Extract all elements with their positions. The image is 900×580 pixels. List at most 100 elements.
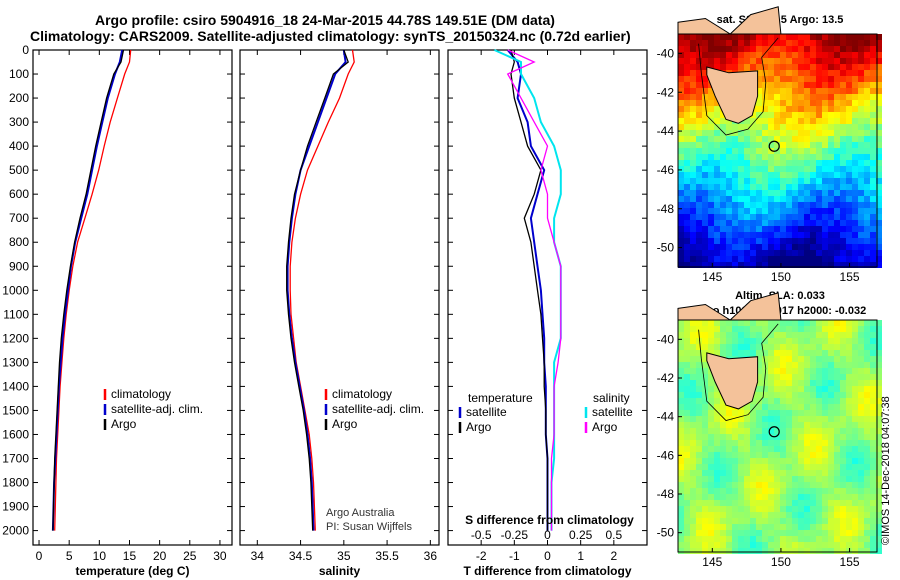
sst-map-cell — [852, 160, 858, 166]
salinity-series-argo — [286, 49, 349, 531]
sla-map-cell — [864, 440, 870, 446]
sst-map-cell — [708, 34, 714, 40]
sst-map-cell — [702, 106, 708, 112]
sst-map-cell — [786, 82, 792, 88]
sst-map-cell — [720, 160, 726, 166]
sst-map-cell — [768, 142, 774, 148]
sla-map-cell — [816, 374, 822, 380]
sla-map-cell — [834, 512, 840, 518]
sla-map-cell — [720, 464, 726, 470]
sla-map-cell — [714, 392, 720, 398]
sla-map-cell — [876, 428, 882, 434]
sst-map-cell — [804, 40, 810, 46]
sst-map-cell — [834, 256, 840, 262]
sla-map-cell — [846, 470, 852, 476]
sla-map-cell — [762, 506, 768, 512]
sla-map-cell — [750, 440, 756, 446]
sst-map-cell — [792, 148, 798, 154]
sst-map-cell — [708, 196, 714, 202]
sla-map-cell — [678, 326, 684, 332]
sst-map-cell — [816, 136, 822, 142]
sst-map-cell — [876, 70, 882, 76]
sst-map-ytick-label: -50 — [657, 241, 675, 255]
sla-map-cell — [744, 404, 750, 410]
sla-map-cell — [696, 356, 702, 362]
sla-map-cell — [762, 452, 768, 458]
sst-map-cell — [816, 88, 822, 94]
sla-map-cell — [804, 398, 810, 404]
sst-map-cell — [804, 184, 810, 190]
sla-map-cell — [762, 548, 768, 554]
sla-map-cell — [816, 326, 822, 332]
sla-map-cell — [876, 422, 882, 428]
sla-map-cell — [798, 494, 804, 500]
sst-map-cell — [792, 52, 798, 58]
sst-map-cell — [864, 58, 870, 64]
sst-map-cell — [870, 70, 876, 76]
sla-map-cell — [876, 536, 882, 542]
sst-map-cell — [690, 142, 696, 148]
sst-map-cell — [726, 52, 732, 58]
sst-map-cell — [804, 52, 810, 58]
sla-map-cell — [678, 398, 684, 404]
sla-map-cell — [852, 344, 858, 350]
sla-map-cell — [702, 488, 708, 494]
sla-map-cell — [786, 458, 792, 464]
sst-map-cell — [876, 130, 882, 136]
sla-map-cell — [822, 374, 828, 380]
sst-map-cell — [804, 160, 810, 166]
sla-map-cell — [804, 362, 810, 368]
sst-map-cell — [744, 166, 750, 172]
sla-map-cell — [810, 332, 816, 338]
sla-map-cell — [876, 374, 882, 380]
sst-map-cell — [744, 58, 750, 64]
sst-map-cell — [774, 196, 780, 202]
sla-map-cell — [684, 320, 690, 326]
sla-map-cell — [774, 356, 780, 362]
sla-map-cell — [762, 530, 768, 536]
sst-map-cell — [846, 160, 852, 166]
sst-map-cell — [780, 76, 786, 82]
sst-map-cell — [810, 136, 816, 142]
sst-map-cell — [756, 58, 762, 64]
sst-map-cell — [804, 196, 810, 202]
sst-map-cell — [738, 178, 744, 184]
sst-map-cell — [768, 40, 774, 46]
sla-map-cell — [780, 524, 786, 530]
sla-map-cell — [792, 386, 798, 392]
sla-map-cell — [870, 458, 876, 464]
sla-map-cell — [708, 374, 714, 380]
sla-map-cell — [780, 410, 786, 416]
sst-map-cell — [816, 124, 822, 130]
sla-map-cell — [684, 398, 690, 404]
sla-map-cell — [834, 530, 840, 536]
sst-map-cell — [684, 34, 690, 40]
sst-map-cell — [810, 238, 816, 244]
sst-map-cell — [780, 34, 786, 40]
sst-map-cell — [780, 220, 786, 226]
sla-map-cell — [684, 530, 690, 536]
sst-map-cell — [762, 64, 768, 70]
sst-map-cell — [690, 166, 696, 172]
sla-map-cell — [798, 542, 804, 548]
sla-map-cell — [840, 338, 846, 344]
sla-map-cell — [774, 392, 780, 398]
sla-map-cell — [846, 356, 852, 362]
sla-map-cell — [852, 482, 858, 488]
sst-map-cell — [822, 262, 828, 268]
sst-map-cell — [744, 262, 750, 268]
sst-map-cell — [696, 160, 702, 166]
sla-map-cell — [834, 470, 840, 476]
sla-map-cell — [798, 452, 804, 458]
sst-map-cell — [870, 130, 876, 136]
sla-map-cell — [852, 398, 858, 404]
sla-map-cell — [822, 338, 828, 344]
depth-tick-label: 100 — [9, 67, 29, 81]
sla-map-cell — [684, 452, 690, 458]
sst-map-cell — [858, 256, 864, 262]
sst-map-cell — [762, 256, 768, 262]
sst-map-cell — [870, 124, 876, 130]
sla-map-cell — [822, 482, 828, 488]
sst-map-cell — [720, 154, 726, 160]
sst-map-cell — [756, 76, 762, 82]
